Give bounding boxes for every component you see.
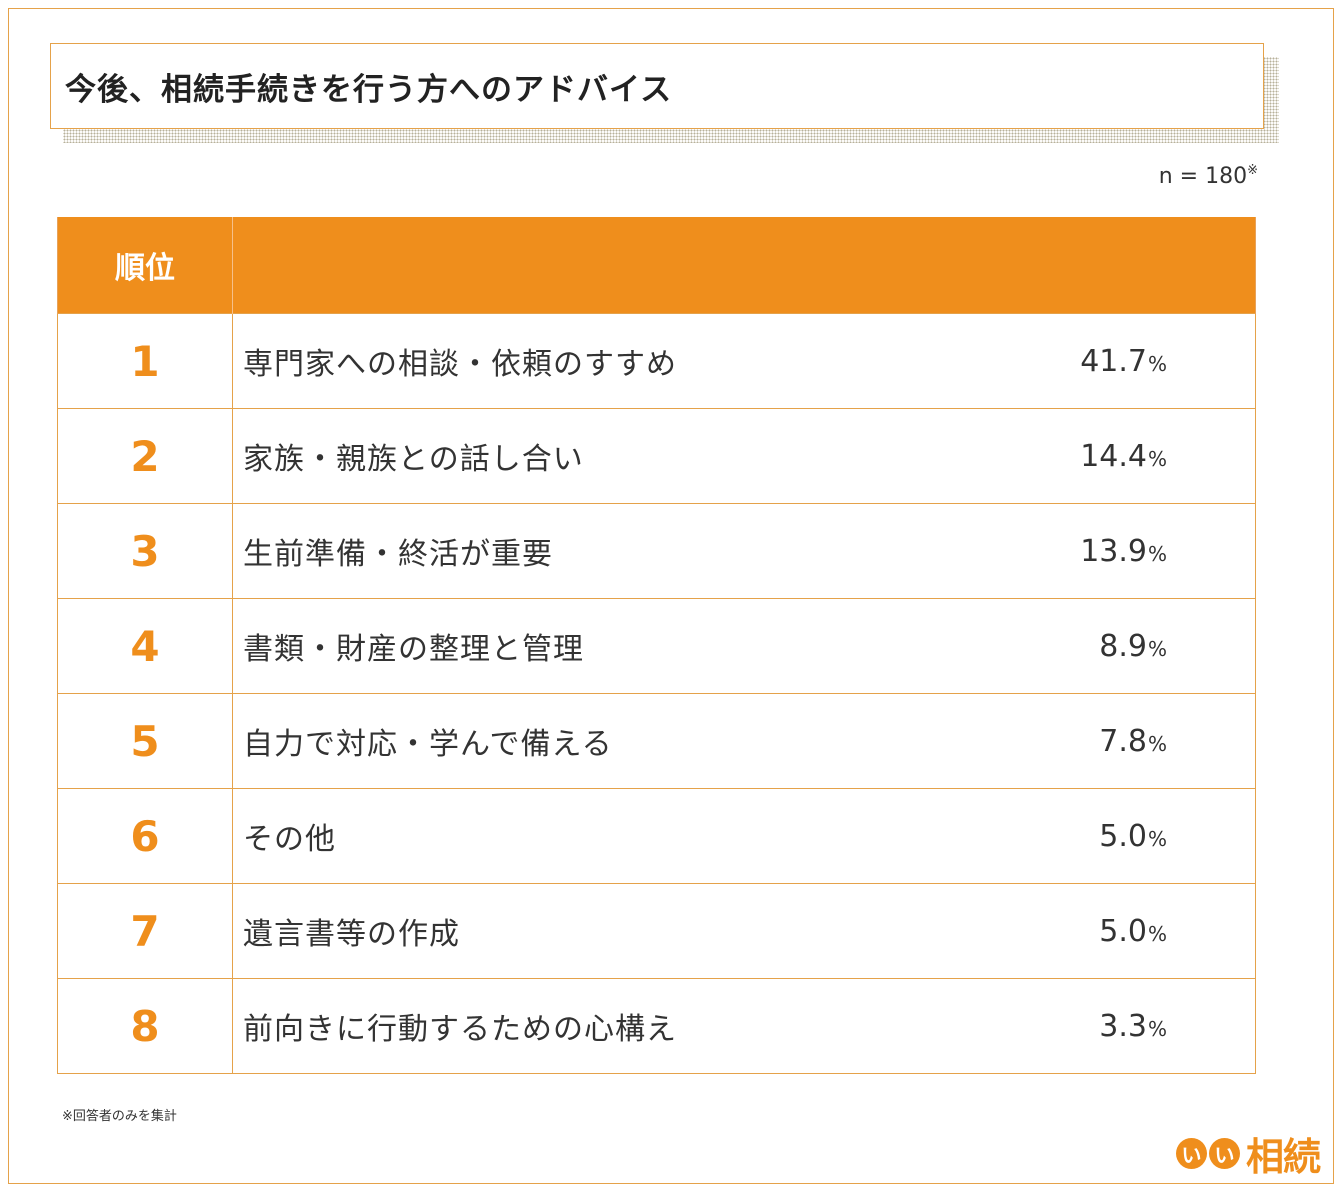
row-label: その他 bbox=[232, 788, 1023, 884]
page-title: 今後、相続手続きを行う方へのアドバイス bbox=[65, 71, 673, 108]
table-row: 8 前向きに行動するための心構え 3.3% bbox=[57, 978, 1256, 1074]
logo-badge: い bbox=[1209, 1138, 1240, 1169]
ranking-table: 順位 1 専門家への相談・依頼のすすめ 41.7% 2 家族・親族との話し合い 14.4%… bbox=[57, 217, 1256, 1074]
percentage-unit: % bbox=[1147, 636, 1167, 661]
rank-number: 6 bbox=[57, 788, 233, 884]
percentage-value: 41.7 bbox=[1080, 343, 1147, 379]
percentage-value: 5.0 bbox=[1099, 818, 1147, 854]
row-percentage: 14.4% bbox=[1022, 408, 1256, 504]
row-percentage: 5.0% bbox=[1022, 883, 1256, 979]
row-label: 生前準備・終活が重要 bbox=[232, 503, 1023, 599]
percentage-value: 5.0 bbox=[1099, 913, 1147, 949]
percentage-unit: % bbox=[1147, 446, 1167, 471]
row-label: 専門家への相談・依頼のすすめ bbox=[232, 313, 1023, 409]
header-rest bbox=[232, 217, 1256, 314]
rank-number: 4 bbox=[57, 598, 233, 694]
percentage-value: 13.9 bbox=[1080, 533, 1147, 569]
rank-number: 1 bbox=[57, 313, 233, 409]
percentage-unit: % bbox=[1147, 731, 1167, 756]
row-label: 書類・財産の整理と管理 bbox=[232, 598, 1023, 694]
percentage-unit: % bbox=[1147, 351, 1167, 376]
row-percentage: 41.7% bbox=[1022, 313, 1256, 409]
sample-size: n = 180※ bbox=[1159, 163, 1258, 189]
table-row: 4 書類・財産の整理と管理 8.9% bbox=[57, 598, 1256, 694]
logo: い い 相続 bbox=[1176, 1126, 1321, 1181]
percentage-value: 14.4 bbox=[1080, 438, 1147, 474]
row-label: 遺言書等の作成 bbox=[232, 883, 1023, 979]
row-percentage: 13.9% bbox=[1022, 503, 1256, 599]
rank-number: 7 bbox=[57, 883, 233, 979]
sample-size-mark: ※ bbox=[1247, 163, 1258, 178]
row-label: 自力で対応・学んで備える bbox=[232, 693, 1023, 789]
percentage-unit: % bbox=[1147, 826, 1167, 851]
rank-number: 5 bbox=[57, 693, 233, 789]
table-row: 5 自力で対応・学んで備える 7.8% bbox=[57, 693, 1256, 789]
table-row: 7 遺言書等の作成 5.0% bbox=[57, 883, 1256, 979]
row-percentage: 8.9% bbox=[1022, 598, 1256, 694]
percentage-unit: % bbox=[1147, 921, 1167, 946]
logo-badges: い い bbox=[1176, 1138, 1242, 1169]
sample-size-text: n = 180 bbox=[1158, 164, 1248, 189]
percentage-value: 7.8 bbox=[1099, 723, 1147, 759]
table-row: 3 生前準備・終活が重要 13.9% bbox=[57, 503, 1256, 599]
row-percentage: 5.0% bbox=[1022, 788, 1256, 884]
percentage-unit: % bbox=[1147, 541, 1167, 566]
row-label: 前向きに行動するための心構え bbox=[232, 978, 1023, 1074]
header-rank: 順位 bbox=[57, 217, 233, 314]
table-row: 1 専門家への相談・依頼のすすめ 41.7% bbox=[57, 313, 1256, 409]
percentage-value: 3.3 bbox=[1099, 1008, 1147, 1044]
title-box: 今後、相続手続きを行う方へのアドバイス bbox=[50, 43, 1264, 129]
rank-number: 8 bbox=[57, 978, 233, 1074]
row-percentage: 3.3% bbox=[1022, 978, 1256, 1074]
percentage-unit: % bbox=[1147, 1016, 1167, 1041]
logo-badge: い bbox=[1176, 1138, 1207, 1169]
rank-number: 2 bbox=[57, 408, 233, 504]
table-row: 2 家族・親族との話し合い 14.4% bbox=[57, 408, 1256, 504]
table-row: 6 その他 5.0% bbox=[57, 788, 1256, 884]
percentage-value: 8.9 bbox=[1099, 628, 1147, 664]
rank-number: 3 bbox=[57, 503, 233, 599]
logo-text: 相続 bbox=[1246, 1135, 1321, 1179]
row-percentage: 7.8% bbox=[1022, 693, 1256, 789]
footnote: ※回答者のみを集計 bbox=[62, 1109, 177, 1124]
row-label: 家族・親族との話し合い bbox=[232, 408, 1023, 504]
table-header-row: 順位 bbox=[57, 217, 1256, 314]
